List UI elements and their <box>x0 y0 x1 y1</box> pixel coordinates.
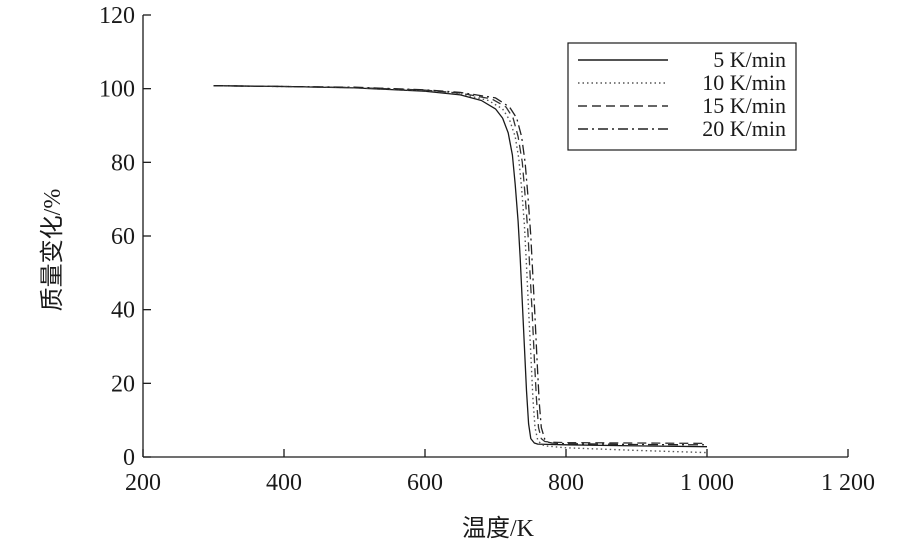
y-tick-label: 0 <box>123 445 135 471</box>
y-tick-label: 120 <box>99 3 135 29</box>
x-tick-label: 400 <box>266 470 302 496</box>
legend-label-4: 20 K/min <box>702 116 786 141</box>
x-tick-label: 200 <box>125 470 161 496</box>
series-line-4 <box>213 85 708 446</box>
x-tick-label: 1 000 <box>680 470 734 496</box>
y-tick-label: 100 <box>99 77 135 103</box>
y-axis-title: 质量变化/% <box>39 189 66 312</box>
plot-area <box>213 85 708 454</box>
x-tick-label: 800 <box>548 470 584 496</box>
y-tick-label: 40 <box>111 298 135 324</box>
y-axis-ticks: 0 20 40 60 80 100 120 <box>99 3 151 471</box>
legend-label-1: 5 K/min <box>713 47 786 72</box>
legend-label-2: 10 K/min <box>702 70 786 95</box>
series-line-3 <box>213 85 708 445</box>
y-tick-label: 60 <box>111 224 135 250</box>
y-tick-label: 80 <box>111 150 135 176</box>
legend-label-3: 15 K/min <box>702 93 786 118</box>
series-line-1 <box>213 85 708 448</box>
legend-box <box>567 42 797 151</box>
y-tick-label: 20 <box>111 371 135 397</box>
x-axis-ticks: 200 400 600 800 1 000 1 200 <box>125 449 875 496</box>
series-line-2 <box>213 85 708 454</box>
x-axis-title: 温度/K <box>462 515 535 542</box>
x-tick-label: 1 200 <box>821 470 875 496</box>
x-tick-label: 600 <box>407 470 443 496</box>
